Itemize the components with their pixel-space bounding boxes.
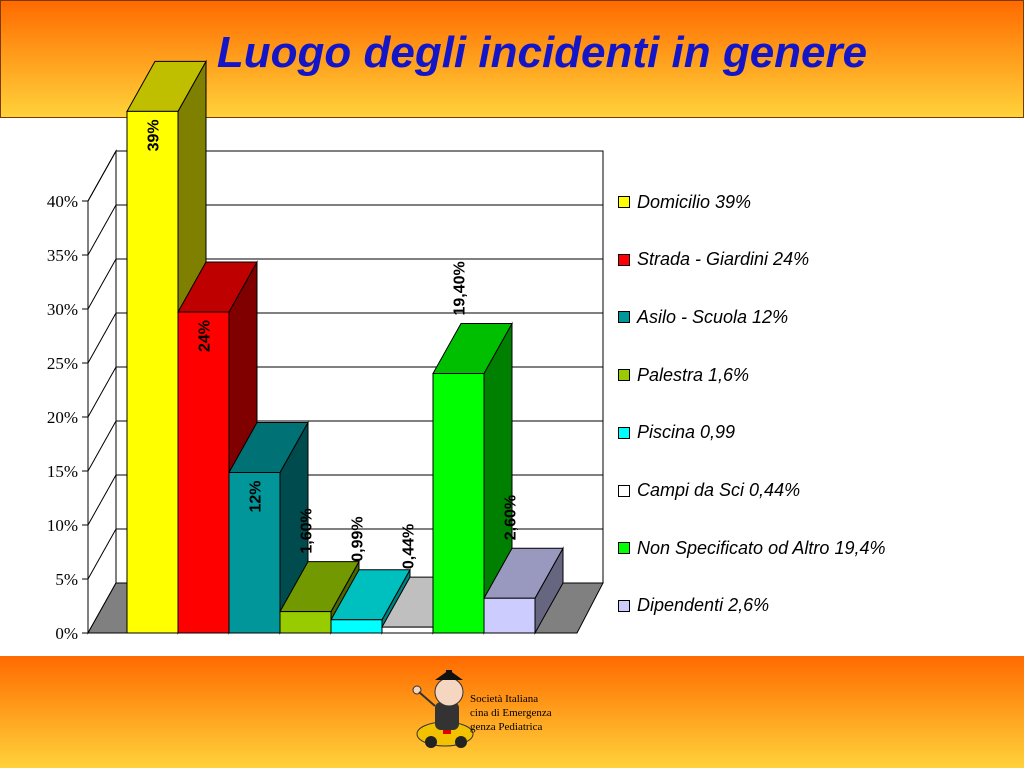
- y-tick-label: 5%: [55, 570, 78, 589]
- footer-logo-text: Società Italiana cina di Emergenza genza…: [470, 692, 552, 734]
- bar-data-label: 19,40%: [452, 261, 469, 315]
- legend-label: Asilo - Scuola 12%: [637, 306, 789, 327]
- y-tick-label: 30%: [47, 300, 78, 319]
- bar-front: [381, 626, 434, 634]
- legend-item: Strada - Giardini 24%: [618, 248, 809, 272]
- bar-front: [228, 472, 281, 634]
- legend-label: Campi da Sci 0,44%: [637, 480, 801, 500]
- bar-front: [483, 597, 536, 634]
- legend-item: Domicilio 39%: [618, 190, 751, 214]
- legend-swatch: [618, 369, 630, 382]
- bar: [432, 321, 513, 635]
- legend-label: Dipendenti 2,6%: [637, 595, 770, 616]
- legend-swatch: [618, 599, 630, 612]
- mascot-logo-icon: [412, 670, 474, 748]
- gridline: [87, 420, 117, 472]
- footer-logo-line: cina di Emergenza: [470, 707, 552, 719]
- legend-label: Palestra 1,6%: [637, 364, 750, 385]
- y-tick-label: 20%: [47, 408, 78, 427]
- y-tick-label: 10%: [47, 516, 78, 535]
- legend-swatch: [618, 542, 630, 555]
- bar-data-label: 2,60%: [503, 495, 520, 540]
- gridline: [87, 366, 117, 418]
- bar-data-label: 12%: [248, 481, 265, 513]
- footer-logo-line: genza Pediatrica: [470, 721, 543, 733]
- legend-item: Palestra 1,6%: [618, 363, 749, 387]
- bar: [483, 546, 564, 635]
- legend-swatch: [618, 311, 630, 324]
- bar-data-label: 1,60%: [299, 508, 316, 553]
- gridline: [87, 474, 117, 526]
- y-tick-label: 15%: [47, 462, 78, 481]
- page-title: Luogo degli incidenti in genere: [216, 28, 868, 77]
- legend-item: Dipendenti 2,6%: [618, 594, 769, 618]
- bar-data-label: 0,99%: [350, 516, 367, 561]
- bar-front: [177, 311, 230, 634]
- legend-swatch: [618, 196, 630, 208]
- legend-item: Piscina 0,99: [618, 421, 735, 445]
- y-tick-label: 40%: [47, 192, 78, 211]
- gridline: [87, 150, 117, 202]
- legend-swatch: [618, 426, 630, 439]
- gridline: [87, 204, 117, 256]
- bar-front: [432, 373, 485, 634]
- legend-item: Campi da Sci 0,44%: [618, 479, 800, 503]
- y-tick-label: 0%: [55, 624, 78, 643]
- legend-item: Asilo - Scuola 12%: [618, 305, 788, 329]
- bar: [177, 260, 258, 635]
- gridline: [87, 312, 117, 364]
- footer-logo-line: Società Italiana: [470, 693, 539, 705]
- legend-item: Non Specificato od Altro 19,4%: [618, 536, 885, 560]
- bar-front: [279, 611, 332, 634]
- legend-label: Piscina 0,99: [637, 422, 736, 443]
- legend-label: Domicilio 39%: [637, 191, 752, 212]
- bar-data-label: 24%: [197, 320, 214, 352]
- y-tick-label: 25%: [47, 354, 78, 373]
- gridline: [87, 528, 117, 580]
- y-tick-label: 35%: [47, 246, 78, 265]
- bar-front: [126, 110, 179, 634]
- gridline: [87, 258, 117, 310]
- legend-swatch: [618, 484, 630, 497]
- bar-front: [330, 619, 383, 634]
- bar-data-label: 0,44%: [401, 524, 418, 569]
- legend-label: Non Specificato od Altro 19,4%: [637, 537, 886, 558]
- bar-data-label: 39%: [146, 119, 163, 151]
- legend-label: Strada - Giardini 24%: [637, 249, 810, 270]
- legend-swatch: [618, 253, 630, 266]
- footer-banner: [0, 656, 1024, 768]
